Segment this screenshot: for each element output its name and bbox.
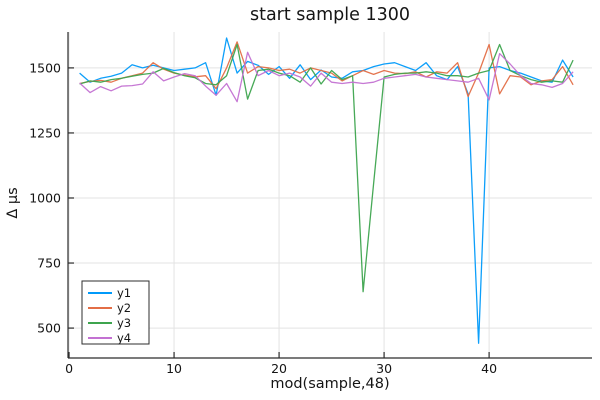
series-line-y4	[79, 51, 574, 103]
y-tick-label: 500	[37, 321, 61, 336]
y-tick-label: 1000	[29, 190, 61, 205]
x-tick-label: 30	[376, 361, 392, 376]
legend-label-y3: y3	[117, 316, 131, 330]
legend-label-y2: y2	[117, 301, 131, 315]
legend-label-y1: y1	[117, 286, 131, 300]
y-tick-label: 750	[37, 256, 61, 271]
y-tick-label: 1500	[29, 60, 61, 75]
x-tick-label: 20	[271, 361, 287, 376]
x-tick-label: 40	[481, 361, 497, 376]
legend-label-y4: y4	[117, 331, 131, 345]
x-tick-label: 10	[166, 361, 182, 376]
chart-title: start sample 1300	[249, 5, 411, 25]
x-tick-label: 0	[65, 361, 73, 376]
series-line-y2	[79, 41, 574, 98]
series-line-y1	[79, 37, 574, 344]
y-tick-label: 1250	[29, 125, 61, 140]
x-axis-label: mod(sample,48)	[270, 376, 390, 392]
series-line-y3	[79, 43, 574, 293]
legend-box	[81, 280, 150, 345]
